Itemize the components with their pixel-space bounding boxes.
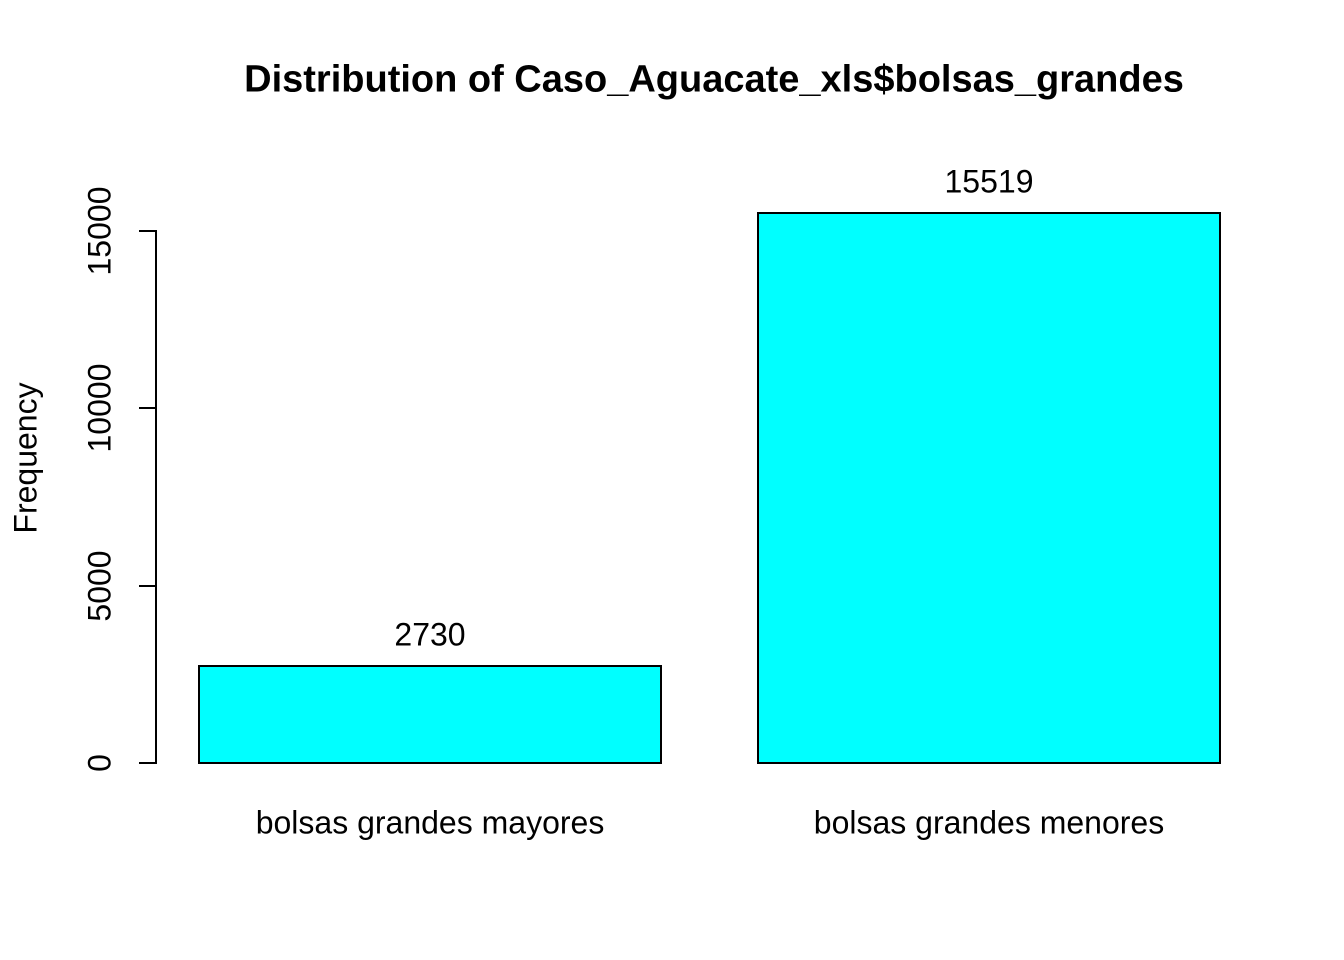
chart-title: Distribution of Caso_Aguacate_xls$bolsas… bbox=[244, 58, 1184, 101]
y-axis-tick bbox=[139, 584, 157, 587]
bar-value-label: 2730 bbox=[394, 616, 466, 653]
x-axis-category-label: bolsas grandes menores bbox=[813, 804, 1165, 841]
bar-value-label: 15519 bbox=[944, 163, 1034, 200]
bar-bolsas-grandes-menores bbox=[757, 212, 1221, 764]
y-axis-tick-label: 15000 bbox=[81, 186, 118, 276]
y-axis-tick-label: 5000 bbox=[81, 550, 118, 622]
y-axis-tick bbox=[139, 407, 157, 410]
y-axis-tick bbox=[139, 230, 157, 232]
y-axis-tick bbox=[139, 762, 157, 764]
y-axis-tick-label: 10000 bbox=[81, 363, 118, 453]
y-axis-label: Frequency bbox=[7, 382, 44, 534]
y-axis-tick-label: 0 bbox=[81, 754, 118, 772]
x-axis-category-label: bolsas grandes mayores bbox=[255, 804, 605, 841]
y-axis-line bbox=[155, 230, 157, 764]
bar-bolsas-grandes-mayores bbox=[198, 665, 662, 764]
